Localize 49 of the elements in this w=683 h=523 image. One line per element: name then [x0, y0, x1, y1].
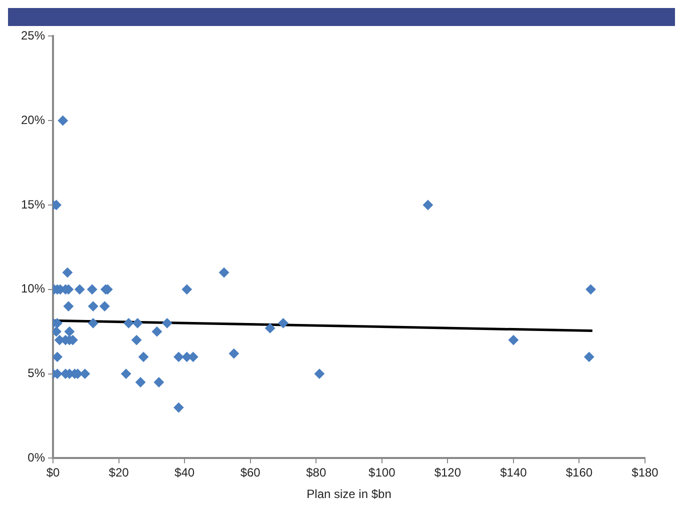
point: [278, 318, 288, 328]
y-tick-label: 25%: [20, 28, 46, 43]
point: [64, 326, 74, 337]
x-tick-label: $180: [632, 466, 659, 480]
point: [174, 352, 184, 362]
x-tick-label: $60: [240, 466, 261, 480]
point: [162, 318, 172, 328]
x-tick-label: $100: [368, 466, 396, 480]
point: [124, 318, 134, 328]
x-axis-title: Plan size in $bn: [306, 487, 392, 502]
point: [87, 284, 98, 294]
y-tick-label: 0%: [28, 450, 46, 465]
point: [100, 301, 110, 312]
point: [219, 268, 230, 278]
point: [138, 352, 148, 362]
point: [152, 326, 162, 337]
point: [58, 116, 68, 126]
point: [132, 335, 142, 346]
point: [136, 377, 146, 388]
point: [586, 284, 596, 294]
x-tick-label: $160: [566, 466, 593, 480]
point: [182, 284, 192, 294]
y-tick-label: 15%: [20, 197, 46, 212]
y-tick-label: 5%: [28, 366, 46, 380]
point: [314, 368, 324, 379]
point: [74, 284, 85, 294]
point: [132, 318, 143, 328]
point: [174, 402, 184, 413]
point: [63, 301, 74, 312]
point: [62, 268, 72, 278]
y-tick-label: 10%: [20, 282, 46, 296]
point: [508, 335, 518, 346]
x-tick-label: $80: [306, 466, 326, 480]
x-tick-label: $120: [434, 466, 462, 480]
y-tick-label: 20%: [20, 112, 46, 127]
point: [121, 368, 132, 379]
point: [88, 301, 98, 312]
point: [228, 348, 239, 359]
x-tick-label: $0: [46, 466, 60, 480]
point: [584, 352, 594, 362]
x-tick-label: $20: [108, 466, 130, 480]
point: [80, 368, 90, 379]
point: [154, 377, 164, 388]
point: [53, 352, 62, 362]
point: [422, 200, 433, 210]
x-tick-label: $40: [174, 466, 195, 480]
x-tick-label: $140: [500, 466, 528, 480]
point: [265, 323, 276, 334]
point: [88, 318, 98, 328]
